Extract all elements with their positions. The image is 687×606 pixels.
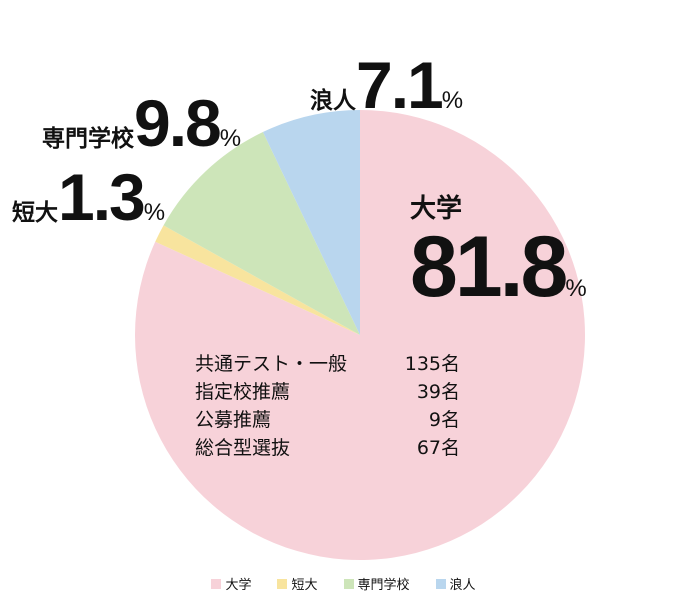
callout-ronin: 浪人7.1% [310,52,463,118]
breakdown-label: 指定校推薦 [195,381,291,403]
pie-slice-ronin [262,110,360,335]
legend-label: 大学 [225,578,252,593]
legend-swatch [277,578,288,589]
breakdown-value: 39名 [416,381,460,403]
breakdown-value: 9名 [428,409,460,431]
breakdown-row: 公募推薦 9名 [195,406,460,434]
legend-swatch [343,578,354,589]
pie-slice-junior-college [155,225,360,335]
callout-junior-college-value: 1.3 [58,160,146,234]
breakdown-value: 67名 [416,437,460,459]
legend-swatch [435,578,446,589]
callout-junior-college-label: 短大 [12,200,58,226]
breakdown-value: 135名 [404,353,460,375]
breakdown-label: 総合型選抜 [195,437,291,459]
callout-university-label: 大学 [410,194,463,224]
callout-ronin-label: 浪人 [310,88,356,114]
breakdown-row: 指定校推薦 39名 [195,378,460,406]
callout-vocational-school-unit: % [219,125,242,152]
chart-legend: 大学 短大 専門学校 浪人 [0,574,687,593]
pie-slice-university [135,110,586,560]
legend-item-vocational-school: 専門学校 [343,574,410,593]
callout-junior-college: 短大1.3% [12,164,165,230]
legend-label: 浪人 [449,578,476,593]
legend-swatch [211,578,222,589]
pie-slice-vocational-school [163,132,360,335]
callout-ronin-value: 7.1 [356,48,444,122]
callout-ronin-unit: % [441,87,464,114]
callout-university-unit: % [565,275,587,302]
callout-vocational-school-label: 専門学校 [42,126,134,152]
callout-university: 大学 81.8% [410,196,587,310]
callout-university-value: 81.8 [410,219,568,315]
callout-junior-college-unit: % [143,199,166,226]
callout-vocational-school: 専門学校9.8% [42,90,241,156]
callout-vocational-school-value: 9.8 [134,86,222,160]
breakdown-label: 共通テスト・一般 [195,353,348,375]
legend-item-university: 大学 [211,574,251,593]
legend-label: 専門学校 [357,578,410,593]
breakdown-row: 総合型選抜 67名 [195,434,460,462]
university-breakdown: 共通テスト・一般 135名 指定校推薦 39名 公募推薦 9名 総合型選抜 67名 [195,350,460,462]
legend-label: 短大 [291,578,318,593]
breakdown-row: 共通テスト・一般 135名 [195,350,460,378]
legend-item-junior-college: 短大 [277,574,318,593]
legend-item-ronin: 浪人 [435,574,476,593]
breakdown-label: 公募推薦 [195,409,272,431]
